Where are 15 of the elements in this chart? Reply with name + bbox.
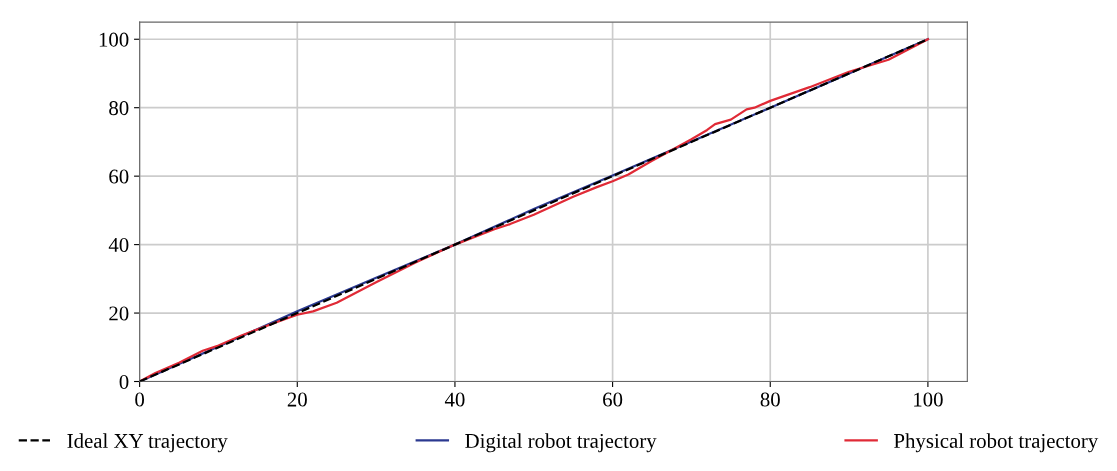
x-tick-label: 60: [603, 392, 623, 407]
x-tick-label: 100: [914, 392, 943, 407]
y-tick-label: 40: [108, 237, 129, 253]
x-tick-label: 0: [135, 392, 145, 407]
x-tick-label: 80: [760, 392, 780, 407]
y-tick-label: 60: [109, 169, 129, 184]
y-tick-label: 20: [109, 306, 129, 321]
legend-label: Digital robot trajectory: [465, 433, 657, 453]
y-tick-label: 80: [109, 101, 129, 116]
y-tick-label: 0: [119, 374, 129, 389]
x-tick-label: 20: [287, 392, 307, 407]
y-tick-label: 100: [99, 32, 129, 47]
x-tick-label: 40: [444, 392, 465, 407]
legend-label: Ideal XY trajectory: [67, 433, 228, 453]
legend-label: Physical robot trajectory: [894, 433, 1099, 453]
